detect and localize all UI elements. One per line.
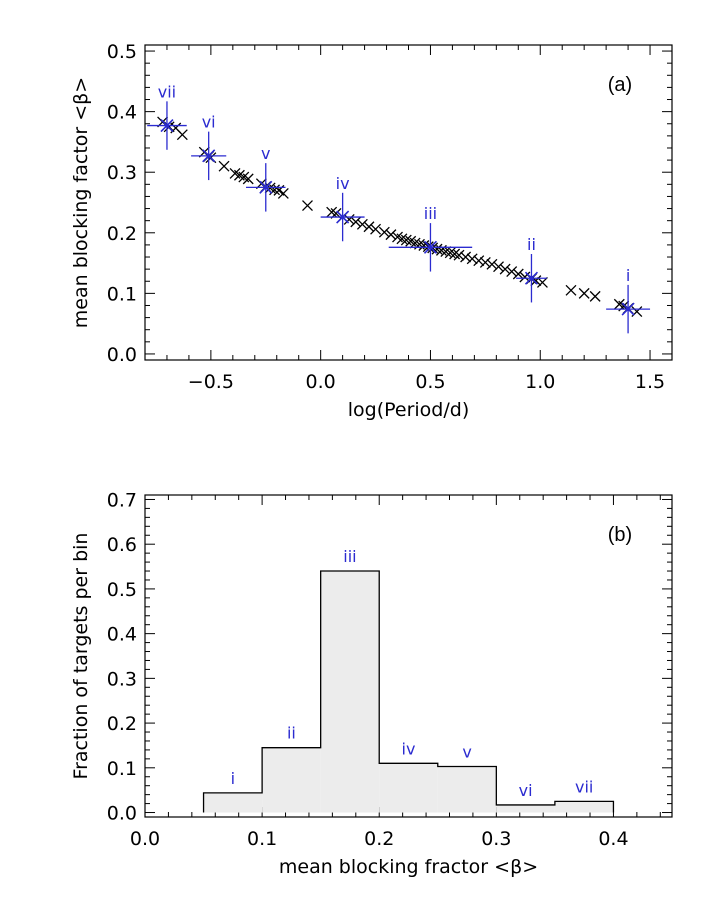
- panel-b-x-tick-label: 0.1: [247, 828, 277, 850]
- panel-b-x-tick-label: 0.0: [130, 828, 160, 850]
- panel-b-y-tick-label: 0.0: [107, 803, 137, 825]
- bin-marker: [259, 180, 273, 194]
- bin-marker: [202, 149, 216, 163]
- panel-b-plot-frame: [144, 494, 673, 818]
- histogram-bar: [262, 747, 321, 813]
- data-point: [218, 160, 230, 172]
- histogram-bar: [320, 571, 380, 813]
- bin-marker: [423, 240, 438, 254]
- data-point: [363, 221, 375, 233]
- bin-marker: [621, 302, 635, 316]
- bin-label: iii: [424, 204, 437, 223]
- data-point: [578, 287, 590, 299]
- histogram-bin-label: iv: [402, 739, 416, 758]
- data-point: [499, 263, 511, 275]
- panel-a-y-tick-label: 0.4: [107, 102, 137, 124]
- histogram-bin-label: iii: [343, 547, 356, 566]
- panel-b-y-tick-label: 0.7: [107, 489, 137, 511]
- data-point: [453, 249, 465, 261]
- data-point: [519, 271, 531, 283]
- histogram-bar: [496, 804, 555, 813]
- data-point: [589, 290, 601, 302]
- data-point: [396, 233, 408, 245]
- panel-a-panel-label: (a): [608, 74, 632, 96]
- panel-b-y-tick-label: 0.5: [107, 579, 137, 601]
- data-point: [277, 187, 289, 199]
- data-point: [440, 246, 452, 258]
- histogram-bar: [554, 801, 614, 813]
- panel-b-panel-label: (b): [608, 524, 632, 546]
- bin-label: vii: [158, 82, 176, 101]
- panel-a-y-axis-label: mean blocking factor <β>: [70, 77, 92, 328]
- data-point: [370, 223, 382, 235]
- panel-b-y-tick-label: 0.3: [107, 668, 137, 690]
- bin-marker: [336, 210, 350, 224]
- panel-b-y-tick-label: 0.2: [107, 713, 137, 735]
- data-point: [431, 243, 443, 255]
- panel-b-y-tick-label: 0.6: [107, 534, 137, 556]
- histogram-bin-label: v: [462, 742, 471, 761]
- data-point: [356, 218, 368, 230]
- histogram-bar: [203, 792, 263, 813]
- histogram-bar: [379, 763, 438, 813]
- panel-b-x-axis-label: mean blocking fractor <β>: [279, 856, 538, 878]
- data-point: [409, 237, 421, 249]
- data-point: [176, 129, 188, 141]
- data-point: [418, 240, 430, 251]
- panel-a-y-tick-label: 0.1: [107, 283, 137, 305]
- data-point: [473, 255, 485, 267]
- bin-label: i: [626, 266, 630, 285]
- panel-a-x-tick-label: −0.5: [188, 371, 234, 393]
- panel-b-y-axis-label: Fraction of targets per bin: [70, 533, 92, 780]
- bin-marker: [160, 119, 174, 133]
- panel-a-plot-frame: [144, 44, 673, 361]
- data-point: [536, 277, 548, 288]
- bin-label: ii: [527, 235, 536, 254]
- bin-marker: [524, 271, 539, 285]
- panel-b-x-tick-label: 0.3: [481, 828, 511, 850]
- data-point: [385, 229, 397, 241]
- panel-b-y-tick-label: 0.4: [107, 624, 137, 646]
- data-point: [302, 200, 313, 211]
- histogram-bin-label: ii: [287, 724, 296, 743]
- data-point: [460, 251, 472, 263]
- data-point: [444, 247, 456, 259]
- data-point: [486, 258, 498, 270]
- panel-a-y-tick-label: 0.2: [107, 223, 137, 245]
- data-point: [565, 284, 577, 296]
- panel-a-y-tick-label: 0.5: [107, 41, 137, 63]
- bin-label: v: [261, 144, 270, 163]
- data-point: [343, 214, 355, 225]
- panel-b-y-tick-label: 0.1: [107, 758, 137, 780]
- histogram-outline: [202, 570, 615, 813]
- data-point: [350, 216, 362, 228]
- data-point: [506, 266, 518, 278]
- histogram-bin-label: vii: [575, 777, 593, 796]
- bin-label: vi: [202, 113, 216, 132]
- bin-label: iv: [336, 174, 350, 193]
- histogram-bar: [437, 766, 497, 813]
- data-point: [479, 257, 491, 268]
- panel-a-x-tick-label: 1.5: [635, 371, 665, 393]
- panel-a-y-tick-label: 0.0: [107, 344, 137, 366]
- data-point: [242, 173, 254, 185]
- panel-a-x-tick-label: 1.0: [525, 371, 555, 393]
- panel-a-x-tick-label: 0.5: [415, 371, 445, 393]
- histogram-bin-label: vi: [519, 781, 533, 800]
- panel-b-x-tick-label: 0.2: [364, 828, 394, 850]
- data-point: [512, 268, 524, 280]
- data-point: [493, 261, 504, 273]
- data-point: [449, 248, 461, 260]
- data-point: [378, 226, 390, 238]
- panel-a-x-axis-label: log(Period/d): [348, 399, 470, 421]
- data-point: [400, 234, 412, 246]
- panel-b-x-tick-label: 0.4: [598, 828, 628, 850]
- data-point: [466, 253, 478, 265]
- panel-a-y-tick-label: 0.3: [107, 162, 137, 184]
- data-point: [326, 206, 338, 218]
- panel-a-x-tick-label: 0.0: [306, 371, 336, 393]
- histogram-bin-label: i: [231, 769, 235, 788]
